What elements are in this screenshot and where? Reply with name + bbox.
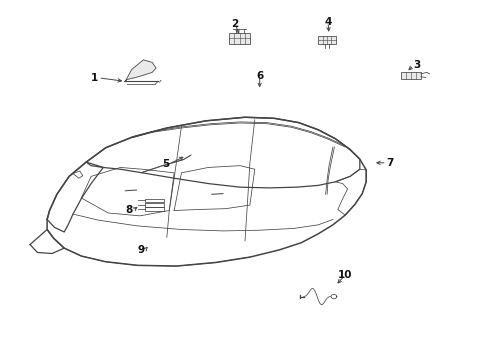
Text: 7: 7 (387, 158, 394, 168)
Text: 10: 10 (338, 270, 352, 280)
Text: 6: 6 (256, 71, 263, 81)
Text: 5: 5 (162, 159, 169, 169)
Text: 8: 8 (125, 206, 133, 216)
Text: 1: 1 (91, 73, 98, 83)
Polygon shape (229, 33, 250, 44)
Text: 4: 4 (324, 17, 332, 27)
Text: 2: 2 (232, 19, 239, 29)
Polygon shape (125, 60, 156, 81)
Polygon shape (401, 72, 421, 79)
Text: 9: 9 (138, 245, 145, 255)
Polygon shape (318, 36, 336, 44)
Text: 3: 3 (414, 60, 421, 70)
